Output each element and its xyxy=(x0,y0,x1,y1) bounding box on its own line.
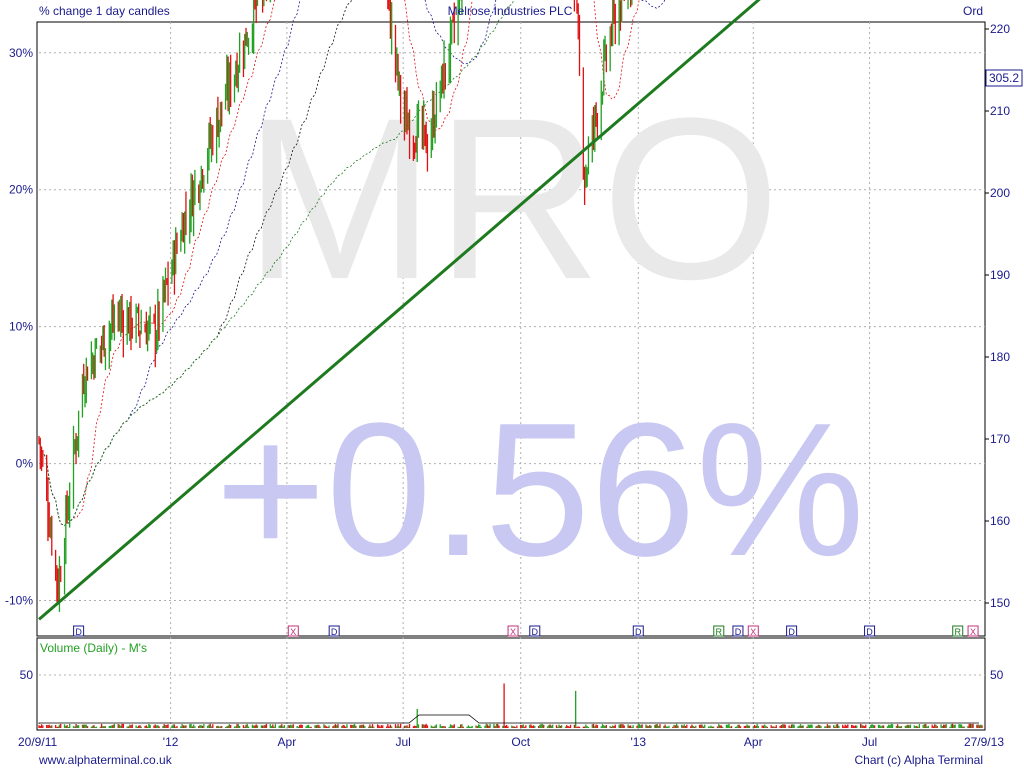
footer-copyright: Chart (c) Alpha Terminal xyxy=(855,753,984,767)
axis-labels: 20/9/11 '12 Apr Jul Oct '13 Apr Jul 27/9/13 150 16… xyxy=(5,22,1010,749)
last-price-label: 305.2 xyxy=(989,71,1019,85)
moving-average-50 xyxy=(38,0,666,527)
event-marker-box xyxy=(864,625,876,637)
event-marker-box xyxy=(967,625,979,637)
change-watermark: +0.56% xyxy=(215,384,865,596)
event-marker-box xyxy=(732,625,744,637)
event-marker-label: R xyxy=(716,627,723,637)
event-marker-label: D xyxy=(331,627,338,637)
share-class-label: Ord xyxy=(963,4,983,18)
event-marker-box xyxy=(507,625,519,637)
candles xyxy=(38,0,633,612)
x-tick-label: Oct xyxy=(511,735,530,749)
price-tick-label: 190 xyxy=(990,268,1010,282)
event-marker-box xyxy=(529,625,541,637)
volume-tick-label: 50 xyxy=(20,668,34,682)
x-tick-label: '12 xyxy=(163,735,179,749)
event-marker-label: X xyxy=(970,627,976,637)
chart-type-label: % change 1 day candles xyxy=(39,4,170,18)
event-marker-label: D xyxy=(866,627,873,637)
pct-tick-label: 10% xyxy=(9,320,33,334)
event-marker-label: X xyxy=(750,627,756,637)
event-marker-box xyxy=(952,625,964,637)
event-marker-label: D xyxy=(75,627,82,637)
event-marker-box xyxy=(713,625,725,637)
event-marker-label: D xyxy=(635,627,642,637)
pct-tick-label: 30% xyxy=(9,46,33,60)
price-tick-label: 200 xyxy=(990,186,1010,200)
x-tick-label: Apr xyxy=(278,735,297,749)
event-marker-box xyxy=(73,625,85,637)
volume-label: Volume (Daily) - M's xyxy=(40,641,147,655)
moving-average-20 xyxy=(38,0,640,527)
last-price-box xyxy=(985,69,1023,87)
event-marker-label: D xyxy=(532,627,539,637)
event-marker-label: X xyxy=(290,627,296,637)
trendline xyxy=(38,0,761,621)
volume-bars xyxy=(38,683,983,728)
event-marker-label: D xyxy=(735,627,742,637)
price-tick-label: 220 xyxy=(990,22,1010,36)
volume-tick-label: 50 xyxy=(990,668,1004,682)
event-marker-box xyxy=(786,625,798,637)
ticker-watermark: MRO xyxy=(244,70,781,327)
volume-panel-frame xyxy=(36,637,986,731)
pct-tick-label: 20% xyxy=(9,183,33,197)
pct-tick-label: 0% xyxy=(16,457,34,471)
moving-averages xyxy=(38,0,666,527)
pct-tick-label: -10% xyxy=(5,594,33,608)
price-tick-label: 160 xyxy=(990,514,1010,528)
price-tick-label: 170 xyxy=(990,432,1010,446)
price-tick-label: 180 xyxy=(990,350,1010,364)
price-panel-frame xyxy=(36,21,986,637)
x-tick-label: 20/9/11 xyxy=(18,735,57,749)
x-tick-label: 27/9/13 xyxy=(964,735,1004,749)
event-marker-label: X xyxy=(510,627,516,637)
event-marker-box xyxy=(632,625,644,637)
chart-title: Melrose Industries PLC xyxy=(448,4,573,18)
grid-lines xyxy=(39,22,985,730)
x-tick-label: Jul xyxy=(395,735,410,749)
price-tick-label: 150 xyxy=(990,596,1010,610)
event-marker-box xyxy=(747,625,759,637)
x-tick-label: '13 xyxy=(630,735,646,749)
x-tick-label: Apr xyxy=(744,735,763,749)
event-marker-box xyxy=(287,625,299,637)
event-marker-box xyxy=(328,625,340,637)
volume-average xyxy=(38,714,979,724)
event-marker-label: D xyxy=(788,627,795,637)
price-tick-label: 210 xyxy=(990,104,1010,118)
event-marker-label: R xyxy=(954,627,961,637)
trendlines xyxy=(38,0,761,621)
footer-website: www.alphaterminal.co.uk xyxy=(38,753,173,767)
x-tick-label: Jul xyxy=(862,735,877,749)
